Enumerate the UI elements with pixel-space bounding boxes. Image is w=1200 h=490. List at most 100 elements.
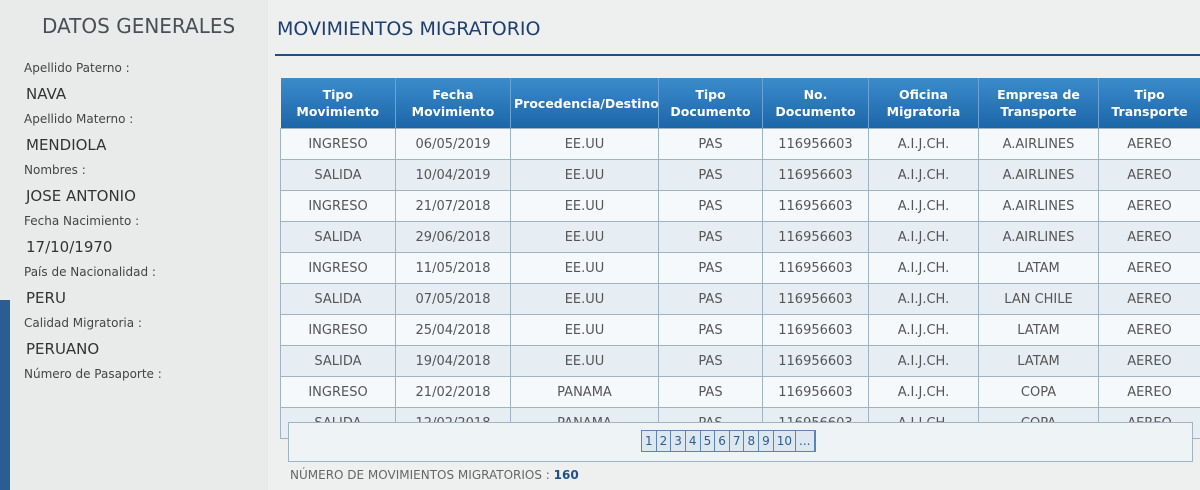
field-value: PERUANO [26, 340, 100, 358]
page-link[interactable]: 6 [715, 431, 730, 451]
table-cell: AEREO [1098, 159, 1200, 191]
table-cell: 11/05/2018 [395, 252, 511, 284]
table-cell: AEREO [1098, 128, 1200, 160]
table-cell: EE.UU [510, 252, 659, 284]
field-label: Nombres : [24, 163, 86, 177]
table-cell: 116956603 [762, 345, 869, 377]
table-cell: 116956603 [762, 159, 869, 191]
column-header[interactable]: Procedencia/Destino [510, 78, 659, 129]
general-title[interactable]: DATOS GENERALES [42, 14, 236, 38]
page-link[interactable]: 5 [700, 431, 716, 451]
table-cell: AEREO [1098, 314, 1200, 346]
page-link[interactable]: 9 [759, 431, 774, 451]
table-row: SALIDA 29/06/2018 EE.UU PAS 116956603 A.I.J.C… [280, 221, 1200, 253]
table-cell: INGRESO [280, 252, 396, 284]
movements-table: Tipo Movimiento Fecha Movimiento Procedenc… [280, 78, 1200, 439]
footer: NÚMERO DE MOVIMIENTOS MIGRATORIOS : 160 [290, 468, 579, 482]
table-row: SALIDA 19/04/2018 EE.UU PAS 116956603 A.I.J.C… [280, 345, 1200, 377]
table-cell: PAS [658, 345, 763, 377]
field-label: Apellido Paterno : [24, 61, 130, 75]
table-row: INGRESO 21/07/2018 EE.UU PAS 116956603 A.I.J.… [280, 190, 1200, 222]
column-header[interactable]: Tipo Documento [658, 78, 763, 129]
field-label: Apellido Materno : [24, 112, 134, 126]
table-cell: PAS [658, 314, 763, 346]
column-header[interactable]: Fecha Movimiento [395, 78, 511, 129]
page-link[interactable]: 8 [744, 431, 760, 451]
table-row: SALIDA 10/04/2019 EE.UU PAS 116956603 A.I.J.C… [280, 159, 1200, 191]
table-cell: 07/05/2018 [395, 283, 511, 315]
table-cell: EE.UU [510, 190, 659, 222]
field-value: MENDIOLA [26, 136, 107, 154]
table-cell: AEREO [1098, 283, 1200, 315]
table-cell: A.AIRLINES [978, 128, 1099, 160]
table-cell: 25/04/2018 [395, 314, 511, 346]
table-cell: SALIDA [280, 283, 396, 315]
page-link[interactable]: 7 [729, 431, 745, 451]
table-cell: PAS [658, 252, 763, 284]
table-cell: 21/02/2018 [395, 376, 511, 408]
table-cell: A.I.J.CH. [868, 159, 979, 191]
table-cell: A.AIRLINES [978, 221, 1099, 253]
movements-title[interactable]: MOVIMIENTOS MIGRATORIO [277, 18, 541, 40]
table-cell: EE.UU [510, 283, 659, 315]
header-row: Tipo Movimiento Fecha Movimiento Procedenc… [280, 78, 1200, 129]
table-cell: A.I.J.CH. [868, 221, 979, 253]
column-header[interactable]: No. Documento [762, 78, 869, 129]
page-link[interactable]: 2 [656, 431, 672, 451]
table-cell: EE.UU [510, 314, 659, 346]
side-stripe [0, 300, 10, 490]
table-cell: LATAM [978, 252, 1099, 284]
table-cell: AEREO [1098, 376, 1200, 408]
field-label: Calidad Migratoria : [24, 316, 142, 330]
field-label: Fecha Nacimiento : [24, 214, 140, 228]
table-cell: INGRESO [280, 128, 396, 160]
table-cell: A.I.J.CH. [868, 190, 979, 222]
table-cell: 116956603 [762, 221, 869, 253]
table-cell: 116956603 [762, 314, 869, 346]
table-cell: PANAMA [510, 376, 659, 408]
table-cell: PAS [658, 376, 763, 408]
pagination-bar: 1 2 3 4 5 6 7 8 9 10... [288, 422, 1193, 462]
table-cell: 29/06/2018 [395, 221, 511, 253]
table-cell: EE.UU [510, 345, 659, 377]
table-cell: PAS [658, 283, 763, 315]
table-cell: EE.UU [510, 221, 659, 253]
page-link[interactable]: 10 [773, 431, 797, 451]
page-link[interactable]: 4 [685, 431, 701, 451]
table-cell: 116956603 [762, 190, 869, 222]
field-value: JOSE ANTONIO [26, 187, 136, 205]
table-row: INGRESO 21/02/2018 PANAMA PAS 116956603 A.I.J… [280, 376, 1200, 408]
table-row: INGRESO 06/05/2019 EE.UU PAS 116956603 A.I.J.… [280, 128, 1200, 160]
table-cell: INGRESO [280, 376, 396, 408]
table-cell: 116956603 [762, 128, 869, 160]
page-link[interactable]: 3 [671, 431, 686, 451]
table-cell: PAS [658, 159, 763, 191]
column-header[interactable]: Oficina Migratoria [868, 78, 979, 129]
table-cell: A.I.J.CH. [868, 283, 979, 315]
field-list: Apellido Paterno : NAVA Apellido Materno :… [24, 56, 162, 387]
column-header[interactable]: Tipo Movimiento [280, 78, 396, 129]
general-panel: DATOS GENERALES Apellido Paterno : NAVA Ap… [0, 0, 268, 490]
table-cell: LAN CHILE [978, 283, 1099, 315]
table-cell: A.AIRLINES [978, 190, 1099, 222]
table-cell: PAS [658, 221, 763, 253]
column-header[interactable]: Empresa de Transporte [978, 78, 1099, 129]
table-cell: AEREO [1098, 252, 1200, 284]
table-body: INGRESO 06/05/2019 EE.UU PAS 116956603 A.I.J.… [280, 128, 1200, 439]
table-cell: SALIDA [280, 345, 396, 377]
page-link[interactable]: ... [796, 431, 815, 451]
page-links: 1 2 3 4 5 6 7 8 9 10... [641, 430, 816, 452]
table-cell: 10/04/2019 [395, 159, 511, 191]
field-value: NAVA [26, 85, 67, 103]
column-header[interactable]: Tipo Transporte [1098, 78, 1200, 129]
table-cell: 116956603 [762, 376, 869, 408]
table-cell: SALIDA [280, 159, 396, 191]
table-cell: PAS [658, 190, 763, 222]
table-cell: INGRESO [280, 314, 396, 346]
table-cell: A.I.J.CH. [868, 376, 979, 408]
title-rule [275, 54, 1200, 56]
field-value: PERU [26, 289, 66, 307]
page-link[interactable]: 1 [642, 431, 657, 451]
table-cell: PAS [658, 128, 763, 160]
